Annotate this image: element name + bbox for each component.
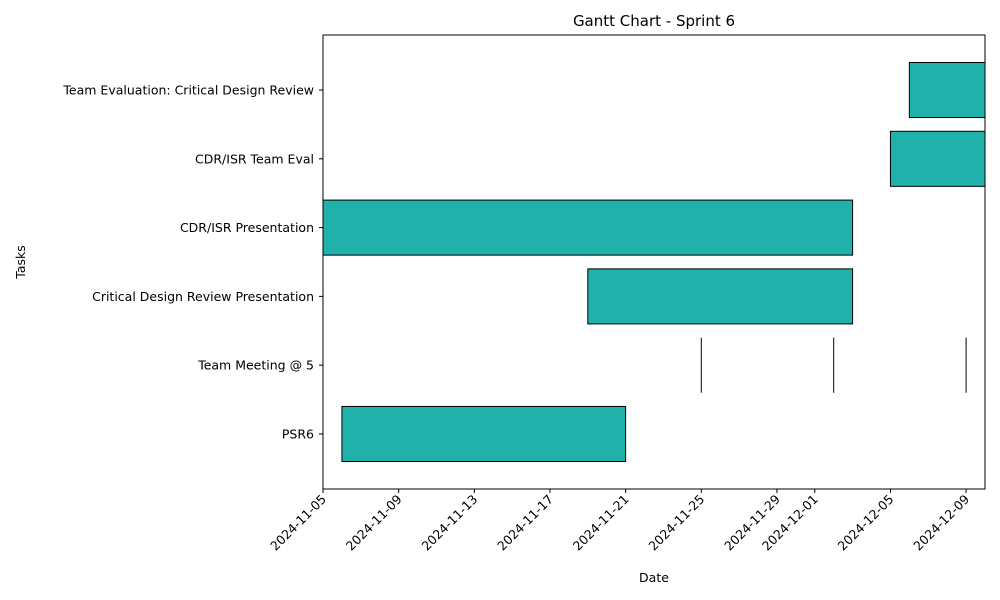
gantt-bar	[587, 268, 854, 325]
x-tick-label: 2024-12-09	[910, 491, 972, 553]
x-tick-label: 2024-12-05	[835, 492, 897, 554]
x-axis-label: Date	[639, 570, 669, 585]
y-tick-label: CDR/ISR Presentation	[180, 220, 314, 235]
bars-layer	[322, 62, 986, 462]
y-tick-label: Team Meeting @ 5	[197, 358, 314, 373]
x-tick-label: 2024-11-05	[267, 492, 329, 554]
y-axis-label: Tasks	[13, 245, 28, 280]
x-tick-label: 2024-11-09	[343, 491, 405, 553]
y-tick-label: PSR6	[282, 426, 314, 441]
x-tick-label: 2024-11-25	[645, 492, 707, 554]
y-tick-label: CDR/ISR Team Eval	[195, 151, 314, 166]
gantt-bar	[908, 62, 986, 119]
x-tick-label: 2024-11-13	[418, 492, 480, 554]
x-tick-label: 2024-11-21	[570, 492, 632, 554]
gantt-bar	[341, 405, 627, 462]
gantt-bar	[889, 130, 986, 187]
y-axis: Team Evaluation: Critical Design Review C…	[62, 83, 323, 441]
y-tick-label: Critical Design Review Presentation	[92, 289, 314, 304]
chart-title: Gantt Chart - Sprint 6	[573, 12, 735, 30]
y-tick-label: Team Evaluation: Critical Design Review	[62, 83, 314, 98]
gantt-bar	[322, 199, 854, 256]
plot-frame	[322, 34, 986, 490]
x-axis: 2024-11-05 2024-11-09 2024-11-13 2024-11-17…	[267, 489, 972, 553]
x-tick-label: 2024-11-17	[494, 492, 556, 554]
